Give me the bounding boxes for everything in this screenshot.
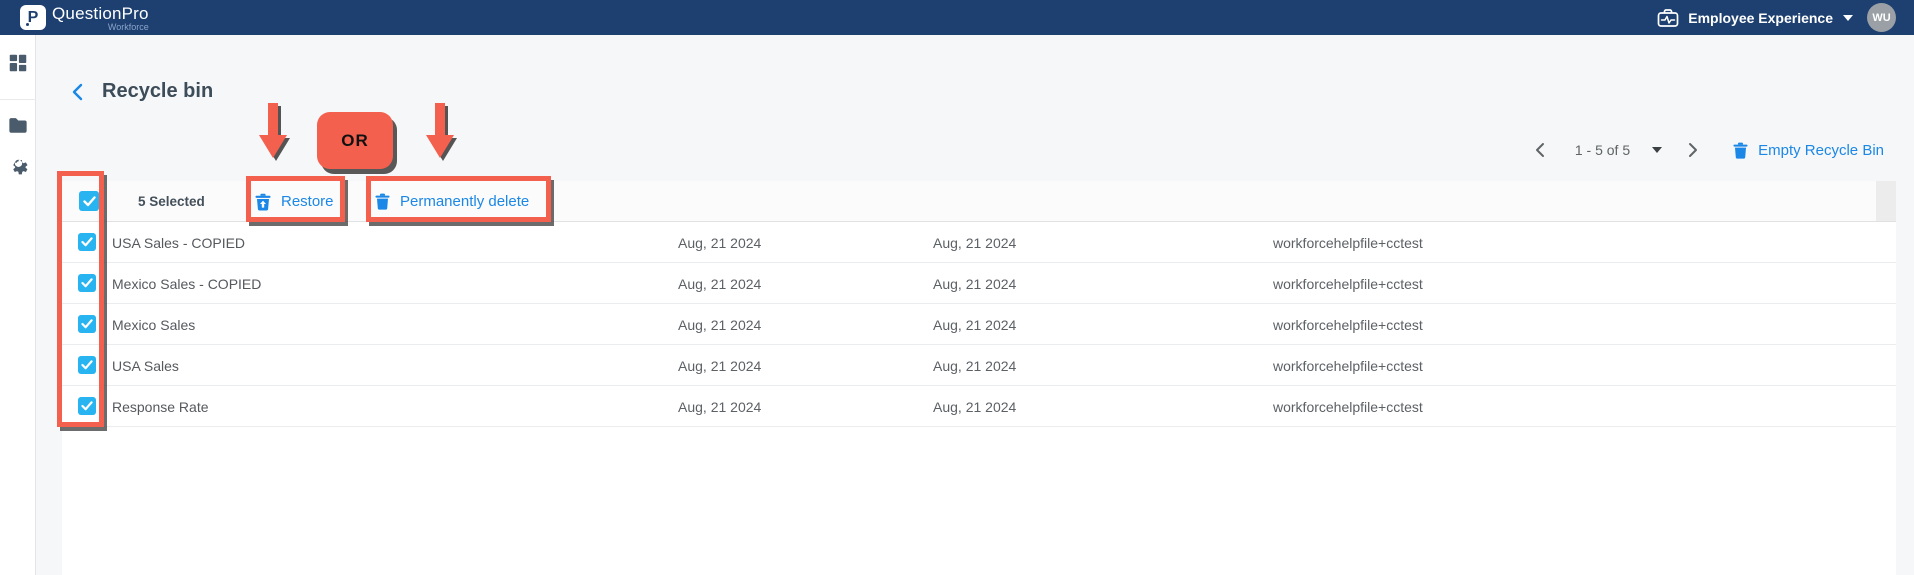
restore-label: Restore xyxy=(281,193,334,210)
row-name: USA Sales xyxy=(112,357,179,374)
restore-button[interactable]: Restore xyxy=(255,181,334,222)
row-owner: workforcehelpfile+cctest xyxy=(1273,275,1423,292)
row-checkbox[interactable] xyxy=(78,356,96,374)
annotation-arrow-permanently-delete xyxy=(426,103,457,161)
or-label: OR xyxy=(341,130,369,150)
logo-letter: P xyxy=(27,8,39,26)
row-name: Response Rate xyxy=(112,398,209,415)
selected-count: 5 Selected xyxy=(138,194,205,209)
table-toolbar: 5 Selected Restore Permanently delete xyxy=(62,181,1896,222)
select-all-checkbox[interactable] xyxy=(79,191,99,211)
annotation-arrow-restore xyxy=(259,103,290,161)
questionpro-logo-icon: P xyxy=(20,5,46,30)
chevron-down-icon[interactable] xyxy=(1843,14,1853,21)
row-owner: workforcehelpfile+cctest xyxy=(1273,234,1423,251)
folder-icon[interactable] xyxy=(0,115,36,135)
page-next-icon[interactable] xyxy=(1688,142,1699,158)
row-checkbox[interactable] xyxy=(78,315,96,333)
pagination: 1 - 5 of 5 Empty Recycle Bin xyxy=(1534,138,1884,162)
row-deleted-date: Aug, 21 2024 xyxy=(678,275,762,292)
trash-icon xyxy=(375,193,390,210)
table-row[interactable]: Mexico Sales - COPIED Aug, 21 2024 Aug, … xyxy=(62,263,1896,304)
brand-name: QuestionPro xyxy=(52,4,149,23)
annotation-or-box: OR xyxy=(317,112,393,169)
brand-subtitle: Workforce xyxy=(107,22,149,32)
gear-icon[interactable] xyxy=(0,153,36,176)
table-row[interactable]: USA Sales Aug, 21 2024 Aug, 21 2024 work… xyxy=(62,345,1896,386)
sidebar-divider xyxy=(0,99,36,100)
page-prev-icon[interactable] xyxy=(1534,142,1545,158)
product-switcher-label[interactable]: Employee Experience xyxy=(1688,9,1833,26)
row-created-date: Aug, 21 2024 xyxy=(933,316,1017,333)
back-chevron-icon[interactable] xyxy=(70,83,84,101)
row-created-date: Aug, 21 2024 xyxy=(933,275,1017,292)
row-deleted-date: Aug, 21 2024 xyxy=(678,357,762,374)
trash-restore-icon xyxy=(255,193,271,211)
left-sidebar xyxy=(0,35,36,575)
row-owner: workforcehelpfile+cctest xyxy=(1273,357,1423,374)
row-created-date: Aug, 21 2024 xyxy=(933,234,1017,251)
row-name: Mexico Sales xyxy=(112,316,196,333)
trash-icon xyxy=(1733,142,1748,159)
top-header: P QuestionPro Workforce Employee Experie… xyxy=(0,0,1914,35)
table-row[interactable]: Mexico Sales Aug, 21 2024 Aug, 21 2024 w… xyxy=(62,304,1896,345)
row-owner: workforcehelpfile+cctest xyxy=(1273,316,1423,333)
row-checkbox[interactable] xyxy=(78,233,96,251)
avatar[interactable]: WU xyxy=(1867,3,1896,32)
recycle-bin-rows: USA Sales - COPIED Aug, 21 2024 Aug, 21 … xyxy=(62,222,1896,427)
row-deleted-date: Aug, 21 2024 xyxy=(678,234,762,251)
row-checkbox[interactable] xyxy=(78,274,96,292)
page-size-caret-icon[interactable] xyxy=(1652,147,1663,153)
scrollbar-corner xyxy=(1876,181,1896,221)
briefcase-pulse-icon xyxy=(1656,7,1680,29)
table-row[interactable]: Response Rate Aug, 21 2024 Aug, 21 2024 … xyxy=(62,386,1896,427)
row-deleted-date: Aug, 21 2024 xyxy=(678,398,762,415)
permanently-delete-button[interactable]: Permanently delete xyxy=(375,181,529,222)
pagination-range: 1 - 5 of 5 xyxy=(1574,142,1631,158)
row-created-date: Aug, 21 2024 xyxy=(933,398,1017,415)
empty-recycle-bin-button[interactable]: Empty Recycle Bin xyxy=(1733,142,1884,159)
empty-recycle-bin-label: Empty Recycle Bin xyxy=(1758,141,1884,159)
row-name: Mexico Sales - COPIED xyxy=(112,275,262,292)
brand-logo[interactable]: P QuestionPro Workforce xyxy=(20,5,149,32)
row-checkbox[interactable] xyxy=(78,397,96,415)
row-deleted-date: Aug, 21 2024 xyxy=(678,316,762,333)
row-owner: workforcehelpfile+cctest xyxy=(1273,398,1423,415)
page-title: Recycle bin xyxy=(102,80,214,102)
permanently-delete-label: Permanently delete xyxy=(400,193,530,210)
dashboard-icon[interactable] xyxy=(0,52,36,74)
table-row[interactable]: USA Sales - COPIED Aug, 21 2024 Aug, 21 … xyxy=(62,222,1896,263)
row-created-date: Aug, 21 2024 xyxy=(933,357,1017,374)
row-name: USA Sales - COPIED xyxy=(112,234,246,251)
